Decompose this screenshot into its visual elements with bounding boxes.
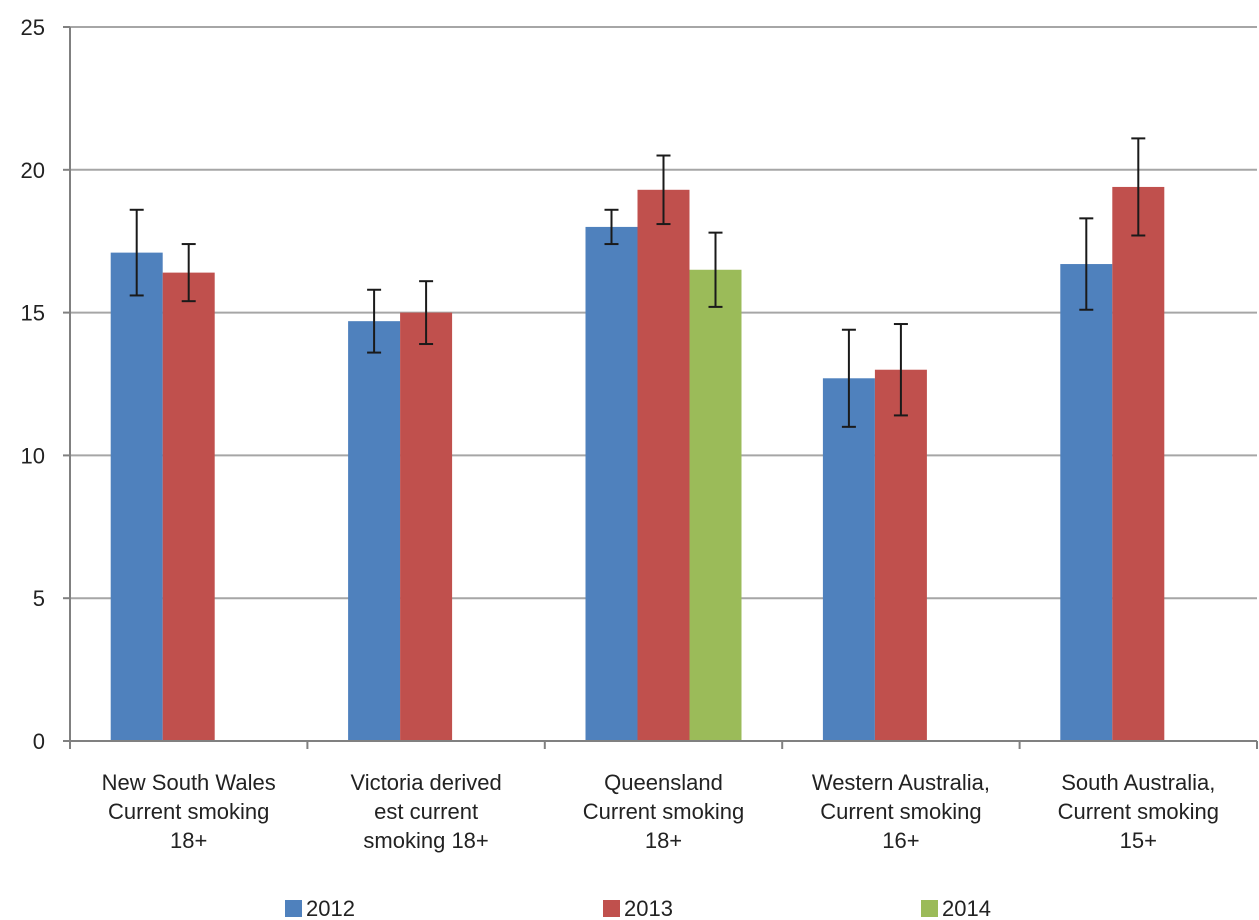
- bar-2013-0: [163, 273, 215, 741]
- bar-2012-1: [348, 321, 400, 741]
- x-category-label: Western Australia, Current smoking 16+: [812, 770, 990, 853]
- legend: 2012 2013 2014: [285, 896, 991, 920]
- x-category-label-line: 18+: [170, 828, 207, 853]
- bar-2012-0: [111, 253, 163, 741]
- bars: [111, 187, 1165, 741]
- bar-2013-1: [400, 313, 452, 741]
- bar-2012-3: [823, 378, 875, 741]
- y-tick-label: 20: [21, 158, 45, 183]
- y-tick-label: 10: [21, 443, 45, 468]
- x-category-label-line: Current smoking: [583, 799, 744, 824]
- x-category-label-line: New South Wales: [102, 770, 276, 795]
- y-tick-label: 0: [33, 729, 45, 754]
- bar-2014-2: [690, 270, 742, 741]
- bar-2012-2: [586, 227, 638, 741]
- x-category-label-line: Current smoking: [1058, 799, 1219, 824]
- x-category-label: South Australia, Current smoking 15+: [1058, 770, 1219, 853]
- x-category-label-line: Victoria derived: [350, 770, 501, 795]
- bar-2012-4: [1060, 264, 1112, 741]
- y-tick-label: 25: [21, 15, 45, 40]
- x-axis-category-labels: New South Wales Current smoking 18+ Victori…: [102, 770, 1219, 853]
- x-category-label-line: Current smoking: [820, 799, 981, 824]
- x-category-label-line: 18+: [645, 828, 682, 853]
- legend-swatch: [921, 900, 938, 917]
- bar-2013-3: [875, 370, 927, 741]
- x-category-label-line: Current smoking: [108, 799, 269, 824]
- x-category-label-line: Western Australia,: [812, 770, 990, 795]
- legend-label: 2013: [624, 896, 673, 920]
- bar-2013-4: [1112, 187, 1164, 741]
- y-tick-label: 5: [33, 586, 45, 611]
- legend-item-2014: 2014: [921, 896, 991, 920]
- x-category-label: New South Wales Current smoking 18+: [102, 770, 276, 853]
- legend-label: 2012: [306, 896, 355, 920]
- y-tick-label: 15: [21, 301, 45, 326]
- x-category-label-line: smoking 18+: [363, 828, 488, 853]
- legend-swatch: [285, 900, 302, 917]
- bar-2013-2: [638, 190, 690, 741]
- legend-item-2013: 2013: [603, 896, 673, 920]
- x-category-label-line: est current: [374, 799, 478, 824]
- x-category-label-line: 16+: [882, 828, 919, 853]
- x-category-label-line: South Australia,: [1061, 770, 1215, 795]
- x-category-label-line: 15+: [1120, 828, 1157, 853]
- y-axis-ticks: 0 5 10 15 20 25: [21, 15, 70, 754]
- legend-label: 2014: [942, 896, 991, 920]
- legend-swatch: [603, 900, 620, 917]
- x-category-label-line: Queensland: [604, 770, 723, 795]
- x-category-label: Victoria derived est current smoking 18+: [350, 770, 501, 853]
- legend-item-2012: 2012: [285, 896, 355, 920]
- x-category-label: Queensland Current smoking 18+: [583, 770, 744, 853]
